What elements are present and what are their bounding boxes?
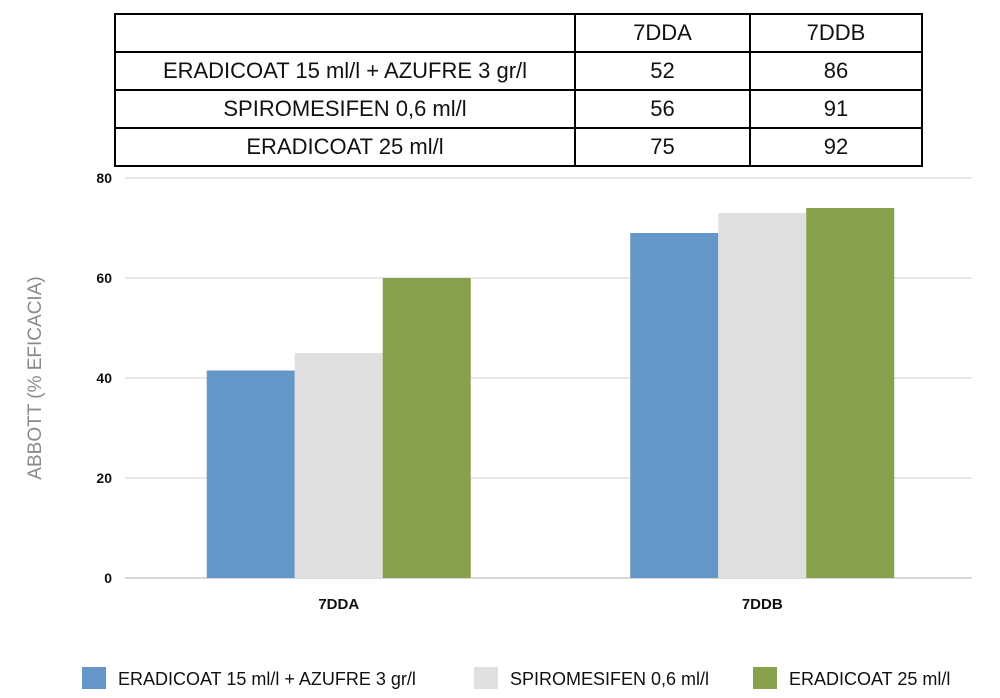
table-row: SPIROMESIFEN 0,6 ml/l 56 91 [114, 89, 923, 129]
table-header-cell: 7DDA [574, 13, 751, 53]
table-header-cell [114, 13, 576, 53]
legend-label: ERADICOAT 15 ml/l + AZUFRE 3 gr/l [118, 669, 416, 689]
table-cell-value: 91 [749, 89, 923, 129]
table-cell-treatment: ERADICOAT 15 ml/l + AZUFRE 3 gr/l [114, 51, 576, 91]
table-cell-treatment: SPIROMESIFEN 0,6 ml/l [114, 89, 576, 129]
bar [630, 233, 719, 578]
bar [806, 208, 895, 578]
table-cell-value: 92 [749, 127, 923, 167]
legend-swatch [753, 667, 777, 689]
legend-swatch [82, 667, 106, 689]
data-table: 7DDA 7DDB ERADICOAT 15 ml/l + AZUFRE 3 g… [114, 13, 923, 167]
axes: 0 20 40 60 80 7DDA 7DDB [96, 170, 782, 613]
x-tick-label: 7DDA [318, 596, 359, 613]
legend-swatch [474, 667, 498, 689]
table-row: ERADICOAT 25 ml/l 75 92 [114, 127, 923, 167]
y-tick-label: 20 [96, 470, 112, 486]
bar [382, 278, 471, 578]
y-tick-label: 0 [104, 570, 112, 586]
table-cell-value: 52 [574, 51, 751, 91]
table-cell-value: 86 [749, 51, 923, 91]
bar [294, 353, 383, 578]
table-cell-treatment: ERADICOAT 25 ml/l [114, 127, 576, 167]
table-header-row: 7DDA 7DDB [114, 13, 923, 53]
table-cell-value: 75 [574, 127, 751, 167]
x-tick-label: 7DDB [742, 596, 783, 613]
table-header-cell: 7DDB [749, 13, 923, 53]
table-cell-value: 56 [574, 89, 751, 129]
bar [718, 213, 807, 578]
table-row: ERADICOAT 15 ml/l + AZUFRE 3 gr/l 52 86 [114, 51, 923, 91]
legend-label: ERADICOAT 25 ml/l [789, 669, 950, 689]
y-axis-label: ABBOTT (% EFICACIA) [25, 276, 46, 479]
y-tick-label: 40 [96, 370, 112, 386]
legend: ERADICOAT 15 ml/l + AZUFRE 3 gr/l SPIROME… [82, 667, 950, 689]
legend-label: SPIROMESIFEN 0,6 ml/l [510, 669, 709, 689]
bars [206, 208, 895, 578]
y-tick-label: 60 [96, 270, 112, 286]
bar [206, 370, 295, 578]
y-tick-label: 80 [96, 170, 112, 186]
